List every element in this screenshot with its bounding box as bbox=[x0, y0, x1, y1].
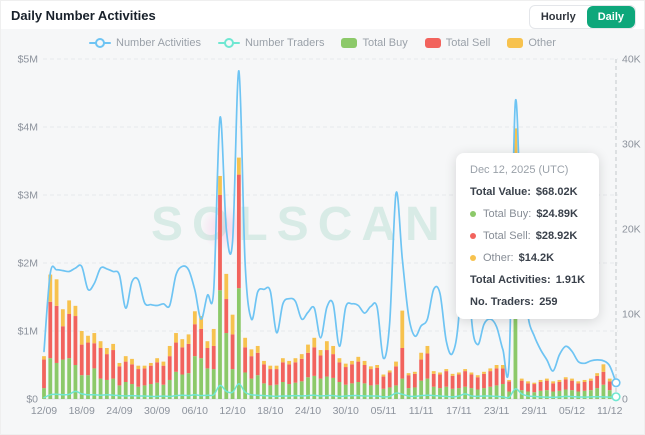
x-axis-tick: 24/09 bbox=[106, 405, 132, 417]
chart-tooltip: Dec 12, 2025 (UTC) Total Value: $68.02K … bbox=[456, 153, 600, 319]
legend-label: Total Buy bbox=[362, 37, 408, 49]
x-axis-tick: 30/09 bbox=[144, 405, 170, 417]
sell-dot-icon bbox=[470, 233, 476, 239]
x-axis-tick: 11/12 bbox=[597, 405, 623, 417]
x-axis-tick: 11/11 bbox=[409, 405, 434, 417]
legend-label: Number Traders bbox=[244, 37, 325, 49]
legend-item-total-sell[interactable]: Total Sell bbox=[424, 37, 491, 49]
legend-label: Number Activities bbox=[116, 37, 201, 49]
legend-item-total-buy[interactable]: Total Buy bbox=[341, 37, 408, 49]
line-marker-icon bbox=[217, 38, 240, 48]
x-axis-tick: 29/11 bbox=[522, 405, 548, 417]
x-axis-tick: 24/10 bbox=[295, 405, 321, 417]
left-axis-tick: $2M bbox=[18, 258, 38, 270]
tooltip-total-sell: Total Sell: $28.92K bbox=[470, 230, 585, 242]
left-axis-tick: $4M bbox=[18, 122, 38, 134]
left-axis-tick: $0 bbox=[26, 394, 38, 406]
x-axis-tick: 05/12 bbox=[559, 405, 585, 417]
tooltip-other: Other: $14.2K bbox=[470, 252, 585, 264]
right-axis-tick: 0 bbox=[622, 394, 628, 406]
right-axis-tick: 40K bbox=[622, 54, 641, 66]
tooltip-total-buy: Total Buy: $24.89K bbox=[470, 208, 585, 220]
left-axis-tick: $1M bbox=[18, 326, 38, 338]
legend-item-number-traders[interactable]: Number Traders bbox=[217, 37, 325, 49]
legend-label: Other bbox=[528, 37, 556, 49]
left-axis-tick: $5M bbox=[18, 54, 38, 66]
interval-toggle: Hourly Daily bbox=[528, 5, 636, 29]
x-axis-tick: 05/11 bbox=[371, 405, 397, 417]
right-axis-tick: 30K bbox=[622, 139, 641, 151]
tooltip-date: Dec 12, 2025 (UTC) bbox=[470, 164, 569, 176]
x-axis-tick: 12/10 bbox=[219, 405, 245, 417]
x-axis-tick: 18/10 bbox=[257, 405, 283, 417]
tooltip-no-traders: No. Traders: 259 bbox=[470, 296, 558, 308]
legend-item-other[interactable]: Other bbox=[507, 37, 556, 49]
x-axis-tick: 12/09 bbox=[31, 405, 57, 417]
x-axis-tick: 17/11 bbox=[446, 405, 472, 417]
hourly-button[interactable]: Hourly bbox=[540, 11, 576, 23]
tooltip-total-activities: Total Activities: 1.91K bbox=[470, 274, 586, 286]
legend-item-number-activities[interactable]: Number Activities bbox=[89, 37, 201, 49]
chart-legend: Number Activities Number Traders Total B… bbox=[89, 37, 556, 49]
x-axis-tick: 18/09 bbox=[69, 405, 95, 417]
other-dot-icon bbox=[470, 255, 476, 261]
left-axis-tick: $3M bbox=[18, 190, 38, 202]
page-title: Daily Number Activities bbox=[11, 8, 156, 23]
bar-marker-icon bbox=[341, 38, 358, 48]
x-axis-tick: 30/10 bbox=[333, 405, 359, 417]
daily-button[interactable]: Daily bbox=[586, 6, 635, 28]
traders-line bbox=[43, 382, 617, 399]
right-axis-tick: 20K bbox=[622, 224, 641, 236]
axis-labels: $0 $1M $2M $3M $4M $5M 0 10K 20K 30K 40K 12/09 18/09… bbox=[18, 54, 641, 418]
solscan-watermark: SOLSCAN bbox=[151, 198, 449, 251]
bar-marker-icon bbox=[507, 38, 524, 48]
right-axis-tick: 10K bbox=[622, 309, 641, 321]
line-marker-icon bbox=[89, 38, 111, 48]
traders-highlight-marker bbox=[611, 392, 621, 402]
activities-line bbox=[43, 70, 617, 384]
legend-label: Total Sell bbox=[445, 37, 491, 49]
activities-highlight-marker bbox=[611, 378, 621, 388]
x-axis-tick: 06/10 bbox=[182, 405, 208, 417]
tooltip-total-value: Total Value: $68.02K bbox=[470, 186, 578, 198]
x-axis-tick: 23/11 bbox=[484, 405, 510, 417]
bar-marker-icon bbox=[424, 38, 441, 48]
buy-dot-icon bbox=[470, 211, 476, 217]
